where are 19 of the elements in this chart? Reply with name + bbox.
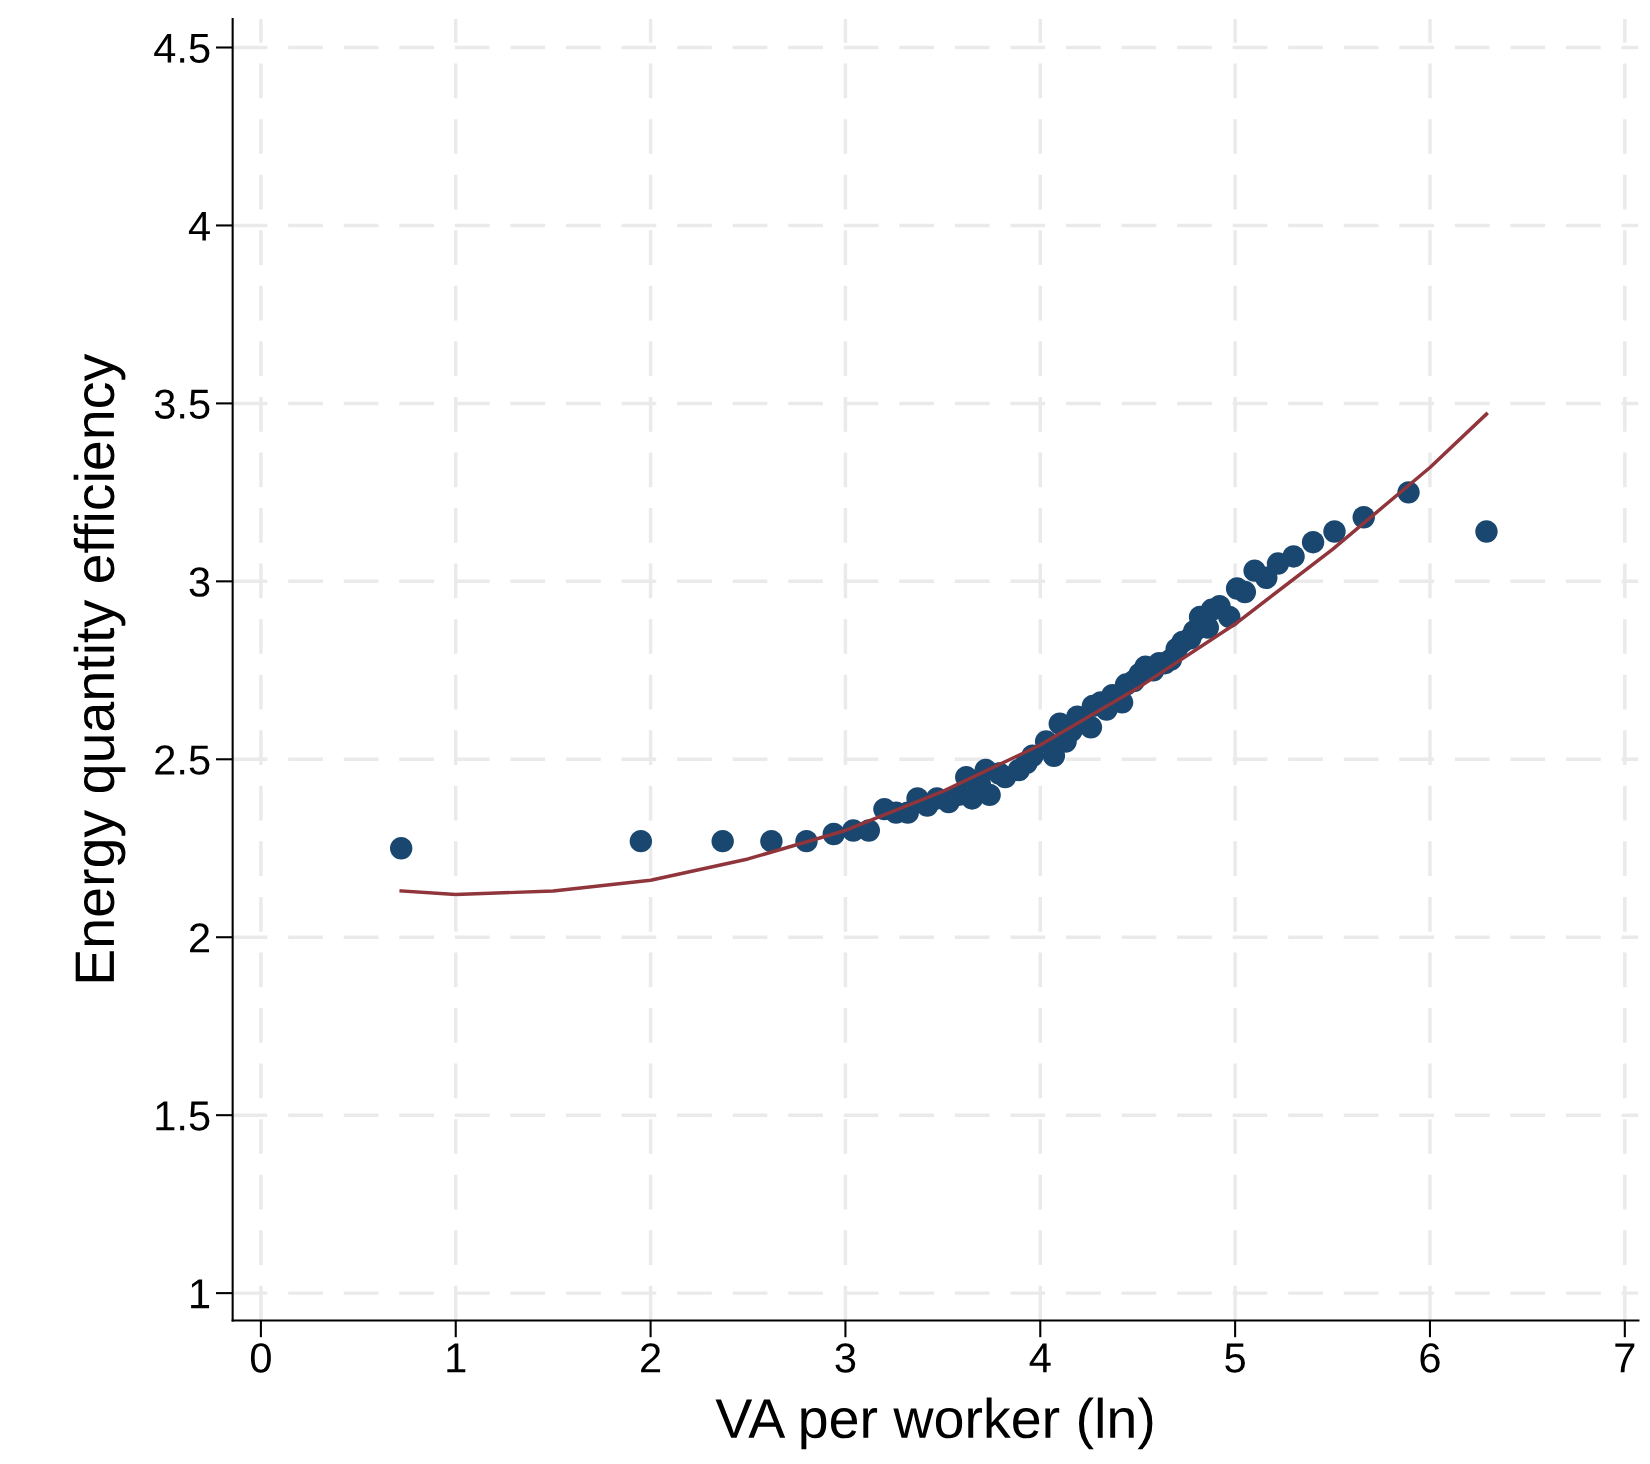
- x-tick-label: 0: [250, 1343, 271, 1373]
- x-tick-label: 7: [1615, 1343, 1635, 1373]
- x-axis-title: VA per worker (ln): [715, 1397, 1153, 1450]
- y-tick-label: 4.5: [154, 33, 210, 64]
- y-tick-label: 3.5: [154, 389, 210, 419]
- y-axis-title: Energy quantity efficiency: [73, 353, 126, 982]
- y-tick-label: 4: [188, 211, 210, 241]
- y-tick-label: 1: [191, 1279, 210, 1309]
- x-tick-label: 2: [641, 1343, 661, 1373]
- x-tick-label: 3: [835, 1343, 856, 1373]
- x-tick-label: 6: [1420, 1343, 1440, 1373]
- y-tick-label: 2.5: [155, 745, 210, 775]
- x-tick-label: 5: [1225, 1343, 1245, 1373]
- x-tick-label: 1: [447, 1343, 466, 1373]
- x-tick-label: 4: [1029, 1343, 1051, 1373]
- line-series: [399, 412, 1489, 897]
- y-tick-label: 3: [189, 567, 210, 597]
- y-tick-label: 1.5: [156, 1101, 210, 1131]
- y-tick-label: 2: [190, 923, 210, 953]
